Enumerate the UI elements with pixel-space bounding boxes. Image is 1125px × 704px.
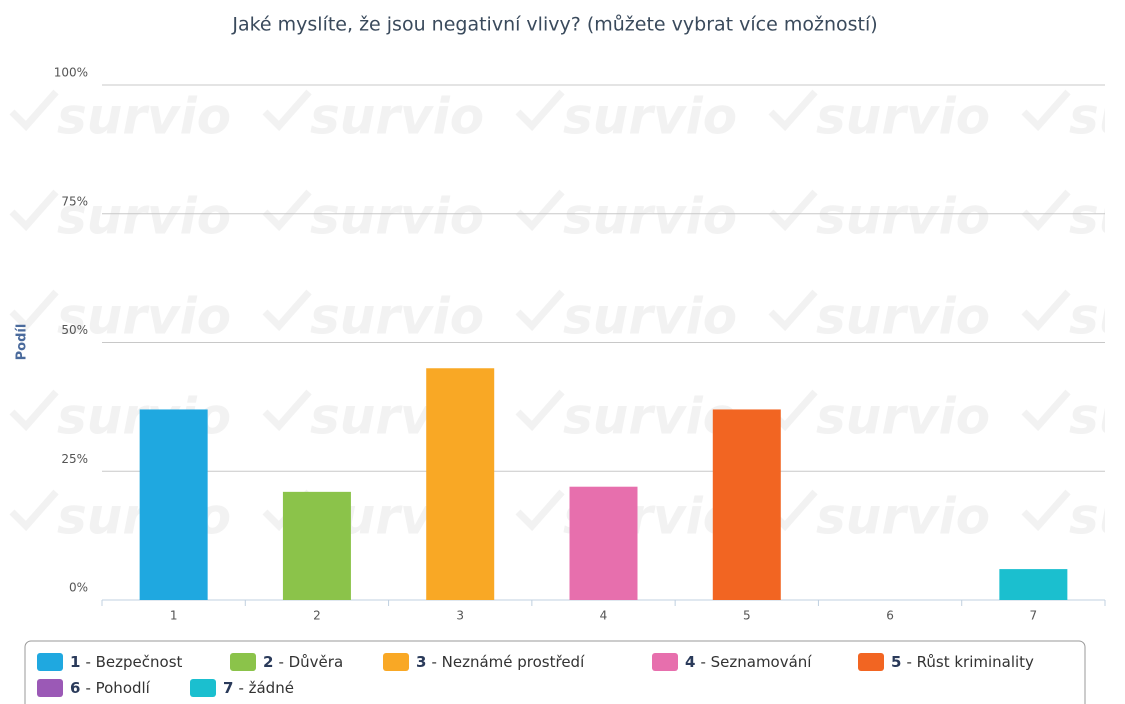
bar [426, 368, 495, 600]
x-tick-label: 2 [313, 609, 321, 623]
watermark-text: survio [563, 288, 737, 346]
bar [282, 491, 351, 600]
watermark-text: survio [310, 288, 484, 346]
watermark-text: survio [57, 288, 231, 346]
y-axis-label: Podíl [15, 324, 30, 361]
watermark-text: survio [816, 88, 990, 146]
watermark-check [1021, 189, 1071, 232]
legend-label: 1 - Bezpečnost [70, 653, 183, 671]
legend-label: 4 - Seznamování [685, 653, 812, 671]
watermark-check [9, 189, 59, 232]
watermark-check [9, 489, 59, 532]
watermark-text: survio [310, 88, 484, 146]
y-tick-label: 50% [61, 323, 88, 337]
y-tick-label: 0% [69, 581, 88, 595]
legend-label: 3 - Neznámé prostředí [416, 653, 585, 671]
legend-label: 7 - žádné [223, 679, 294, 697]
watermark-text: survio [816, 288, 990, 346]
watermark-text: survio [816, 188, 990, 246]
chart-title: Jaké myslíte, že jsou negativní vlivy? (… [231, 14, 877, 36]
watermark-text: survio [1069, 88, 1125, 146]
bar [139, 409, 208, 600]
legend-box [24, 640, 1086, 704]
legend-text: - žádné [238, 679, 294, 697]
x-tick-label: 4 [600, 609, 608, 623]
watermark-check [9, 89, 59, 132]
watermark-check [1021, 489, 1071, 532]
watermark-check [768, 289, 818, 332]
x-tick-label: 5 [743, 609, 751, 623]
legend-swatch [37, 653, 63, 671]
legend-text: - Důvěra [278, 653, 343, 671]
legend-number: 6 [70, 679, 80, 697]
watermark-text: survio [1069, 388, 1125, 446]
legend-swatch [383, 653, 409, 671]
legend-label: 2 - Důvěra [263, 653, 343, 671]
legend-text: - Seznamování [700, 653, 812, 671]
watermark-check [1021, 289, 1071, 332]
bar [999, 569, 1068, 600]
watermark-check [515, 389, 565, 432]
legend-text: - Pohodlí [85, 679, 150, 697]
watermark-text: survio [563, 388, 737, 446]
watermark-check [262, 389, 312, 432]
legend-swatch [858, 653, 884, 671]
watermark-text: survio [57, 188, 231, 246]
watermark-check [1021, 89, 1071, 132]
legend-number: 3 [416, 653, 426, 671]
watermark-text: survio [57, 88, 231, 146]
bar [712, 409, 781, 600]
x-tick-label: 6 [886, 609, 894, 623]
watermark-text: survio [1069, 188, 1125, 246]
x-tick-label: 3 [456, 609, 464, 623]
watermark-check [768, 189, 818, 232]
watermark-check [515, 489, 565, 532]
y-tick-label: 100% [54, 66, 88, 80]
watermark-text: survio [1069, 288, 1125, 346]
x-tick-label: 1 [170, 609, 178, 623]
legend-text: - Neznámé prostředí [431, 653, 585, 671]
watermark-check [515, 89, 565, 132]
legend-text: - Bezpečnost [85, 653, 182, 671]
watermark-check [262, 89, 312, 132]
legend-number: 1 [70, 653, 80, 671]
watermark-text: survio [816, 388, 990, 446]
legend-number: 4 [685, 653, 695, 671]
watermark-check [9, 289, 59, 332]
watermark-check [768, 89, 818, 132]
legend-number: 2 [263, 653, 273, 671]
legend-swatch [230, 653, 256, 671]
legend-label: 6 - Pohodlí [70, 679, 151, 697]
bar [569, 486, 638, 600]
legend-text: - Růst kriminality [906, 653, 1034, 671]
watermark-check [9, 389, 59, 432]
watermark-check [262, 289, 312, 332]
watermark-text: survio [1069, 488, 1125, 546]
watermark-check [515, 289, 565, 332]
legend-swatch [190, 679, 216, 697]
legend-number: 7 [223, 679, 233, 697]
watermark-text: survio [563, 188, 737, 246]
watermark-check [262, 189, 312, 232]
watermark-text: survio [816, 488, 990, 546]
legend-swatch [652, 653, 678, 671]
y-tick-label: 25% [61, 452, 88, 466]
watermark-check [1021, 389, 1071, 432]
legend-swatch [37, 679, 63, 697]
watermark-check [515, 189, 565, 232]
x-tick-label: 7 [1030, 609, 1038, 623]
legend-number: 5 [891, 653, 901, 671]
watermark-text: survio [310, 188, 484, 246]
legend-label: 5 - Růst kriminality [891, 653, 1034, 671]
y-tick-label: 75% [61, 194, 88, 208]
watermark-text: survio [563, 88, 737, 146]
